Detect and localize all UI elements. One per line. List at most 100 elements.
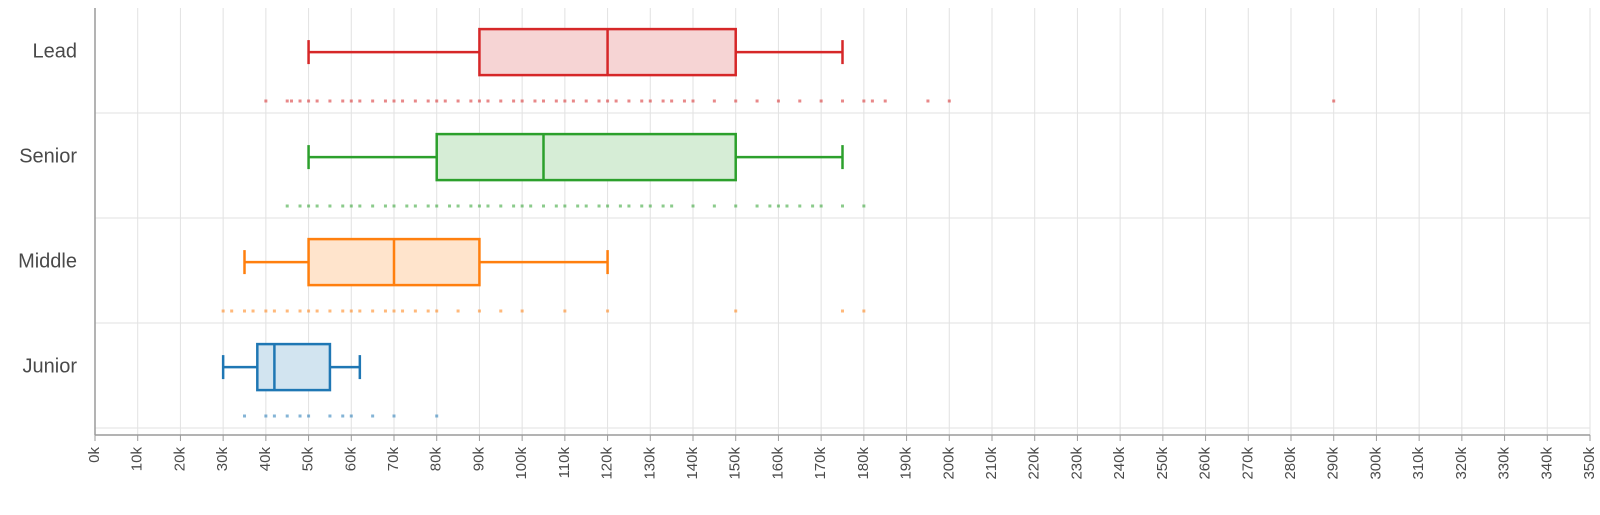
- outlier-point: [649, 100, 652, 103]
- outlier-point: [401, 100, 404, 103]
- outlier-point: [286, 100, 289, 103]
- outlier-point: [563, 310, 566, 313]
- outlier-point: [820, 100, 823, 103]
- outlier-point: [499, 205, 502, 208]
- x-tick-label: 140k: [684, 447, 701, 480]
- x-tick-label: 70k: [385, 447, 402, 472]
- outlier-point: [448, 205, 451, 208]
- outlier-point: [512, 100, 515, 103]
- outlier-point: [756, 205, 759, 208]
- outlier-point: [734, 205, 737, 208]
- outlier-point: [371, 100, 374, 103]
- outlier-point: [350, 310, 353, 313]
- outlier-point: [358, 310, 361, 313]
- outlier-point: [670, 205, 673, 208]
- outlier-point: [350, 100, 353, 103]
- outlier-point: [435, 310, 438, 313]
- outlier-point: [512, 205, 515, 208]
- outlier-point: [841, 310, 844, 313]
- outlier-point: [341, 205, 344, 208]
- outlier-point: [734, 310, 737, 313]
- outlier-point: [286, 310, 289, 313]
- outlier-point: [469, 205, 472, 208]
- outlier-point: [478, 100, 481, 103]
- outlier-point: [393, 100, 396, 103]
- x-tick-label: 100k: [513, 447, 530, 480]
- category-label: Middle: [18, 250, 77, 272]
- x-tick-label: 320k: [1453, 447, 1470, 480]
- outlier-point: [884, 100, 887, 103]
- salary-boxplot-chart: 0k10k20k30k40k50k60k70k80k90k100k110k120…: [0, 0, 1600, 515]
- category-label: Senior: [19, 145, 77, 167]
- category-label: Lead: [33, 40, 78, 62]
- x-tick-label: 170k: [812, 447, 829, 480]
- outlier-point: [384, 100, 387, 103]
- outlier-point: [307, 310, 310, 313]
- outlier-point: [521, 205, 524, 208]
- outlier-point: [619, 205, 622, 208]
- outlier-point: [572, 100, 575, 103]
- outlier-point: [820, 205, 823, 208]
- x-tick-label: 310k: [1410, 447, 1427, 480]
- x-tick-label: 20k: [171, 447, 188, 472]
- outlier-point: [862, 205, 865, 208]
- outlier-point: [563, 100, 566, 103]
- outlier-point: [384, 205, 387, 208]
- outlier-point: [948, 100, 951, 103]
- outlier-point: [230, 310, 233, 313]
- outlier-point: [273, 415, 276, 418]
- outlier-point: [615, 100, 618, 103]
- outlier-point: [299, 310, 302, 313]
- outlier-point: [350, 205, 353, 208]
- x-tick-label: 180k: [855, 447, 872, 480]
- outlier-point: [405, 205, 408, 208]
- outlier-point: [606, 310, 609, 313]
- outlier-point: [627, 205, 630, 208]
- outlier-point: [328, 415, 331, 418]
- outlier-point: [521, 100, 524, 103]
- outlier-point: [670, 100, 673, 103]
- outlier-point: [435, 100, 438, 103]
- x-tick-label: 130k: [641, 447, 658, 480]
- x-tick-label: 250k: [1154, 447, 1171, 480]
- outlier-point: [478, 310, 481, 313]
- outlier-point: [640, 205, 643, 208]
- x-tick-label: 190k: [898, 447, 915, 480]
- outlier-point: [713, 205, 716, 208]
- outlier-point: [286, 205, 289, 208]
- x-tick-label: 50k: [300, 447, 317, 472]
- outlier-point: [341, 415, 344, 418]
- outlier-point: [486, 205, 489, 208]
- x-tick-label: 200k: [940, 447, 957, 480]
- outlier-point: [299, 100, 302, 103]
- outlier-point: [768, 205, 771, 208]
- outlier-point: [427, 310, 430, 313]
- x-tick-label: 10k: [129, 447, 146, 472]
- x-tick-label: 350k: [1581, 447, 1598, 480]
- x-tick-label: 0k: [86, 447, 103, 463]
- outlier-point: [414, 205, 417, 208]
- outlier-point: [393, 205, 396, 208]
- x-tick-label: 110k: [556, 447, 573, 479]
- outlier-point: [307, 100, 310, 103]
- outlier-point: [316, 100, 319, 103]
- boxplot-svg: 0k10k20k30k40k50k60k70k80k90k100k110k120…: [0, 0, 1600, 515]
- outlier-point: [350, 415, 353, 418]
- x-tick-label: 60k: [342, 447, 359, 472]
- x-tick-label: 260k: [1197, 447, 1214, 480]
- outlier-point: [243, 310, 246, 313]
- outlier-point: [871, 100, 874, 103]
- outlier-point: [435, 415, 438, 418]
- outlier-point: [286, 415, 289, 418]
- outlier-point: [777, 205, 780, 208]
- x-tick-label: 80k: [428, 447, 445, 472]
- outlier-point: [358, 205, 361, 208]
- outlier-point: [499, 310, 502, 313]
- outlier-point: [341, 310, 344, 313]
- outlier-point: [521, 310, 524, 313]
- outlier-point: [598, 205, 601, 208]
- outlier-point: [457, 205, 460, 208]
- x-tick-label: 160k: [769, 447, 786, 480]
- outlier-point: [627, 100, 630, 103]
- x-tick-label: 90k: [470, 447, 487, 472]
